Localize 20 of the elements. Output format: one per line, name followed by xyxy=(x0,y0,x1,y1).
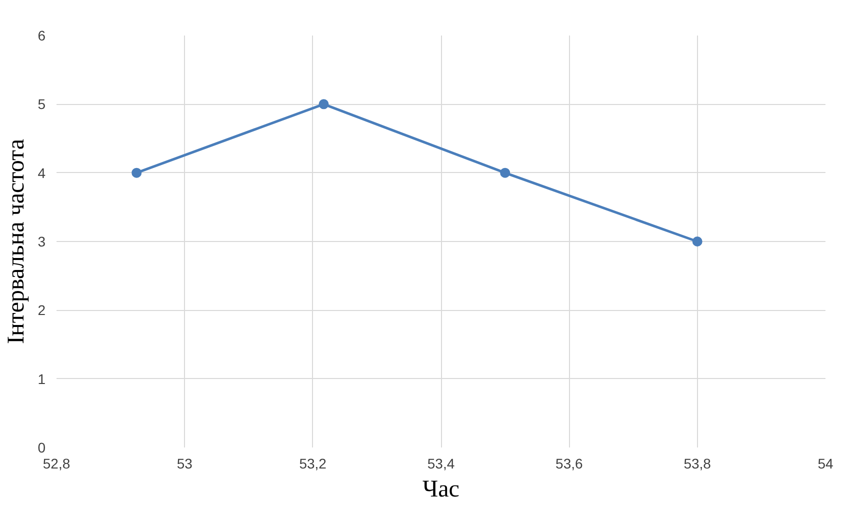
y-tick-label: 1 xyxy=(38,370,46,387)
y-tick-label: 5 xyxy=(38,96,46,112)
y-axis-title: Інтервальна частота xyxy=(4,138,30,344)
point xyxy=(692,236,702,246)
y-tick-label: 4 xyxy=(38,164,46,181)
x-tick-label: 52,8 xyxy=(42,456,70,472)
y-tick-label: 6 xyxy=(38,28,46,44)
point xyxy=(318,99,329,110)
y-tick-label: 2 xyxy=(38,302,46,318)
point xyxy=(132,168,142,178)
point xyxy=(500,168,510,178)
x-tick-label: 53,4 xyxy=(427,456,455,472)
x-tick-label: 54 xyxy=(818,456,834,472)
y-tick-label: 3 xyxy=(38,234,46,250)
x-tick-label: 53,6 xyxy=(556,456,584,472)
x-axis-title: Час xyxy=(422,476,460,502)
y-tick-label: 0 xyxy=(38,440,46,456)
x-tick-label: 53,2 xyxy=(299,456,327,472)
x-tick-label: 53 xyxy=(176,456,193,472)
x-tick-label: 53,8 xyxy=(684,456,712,472)
